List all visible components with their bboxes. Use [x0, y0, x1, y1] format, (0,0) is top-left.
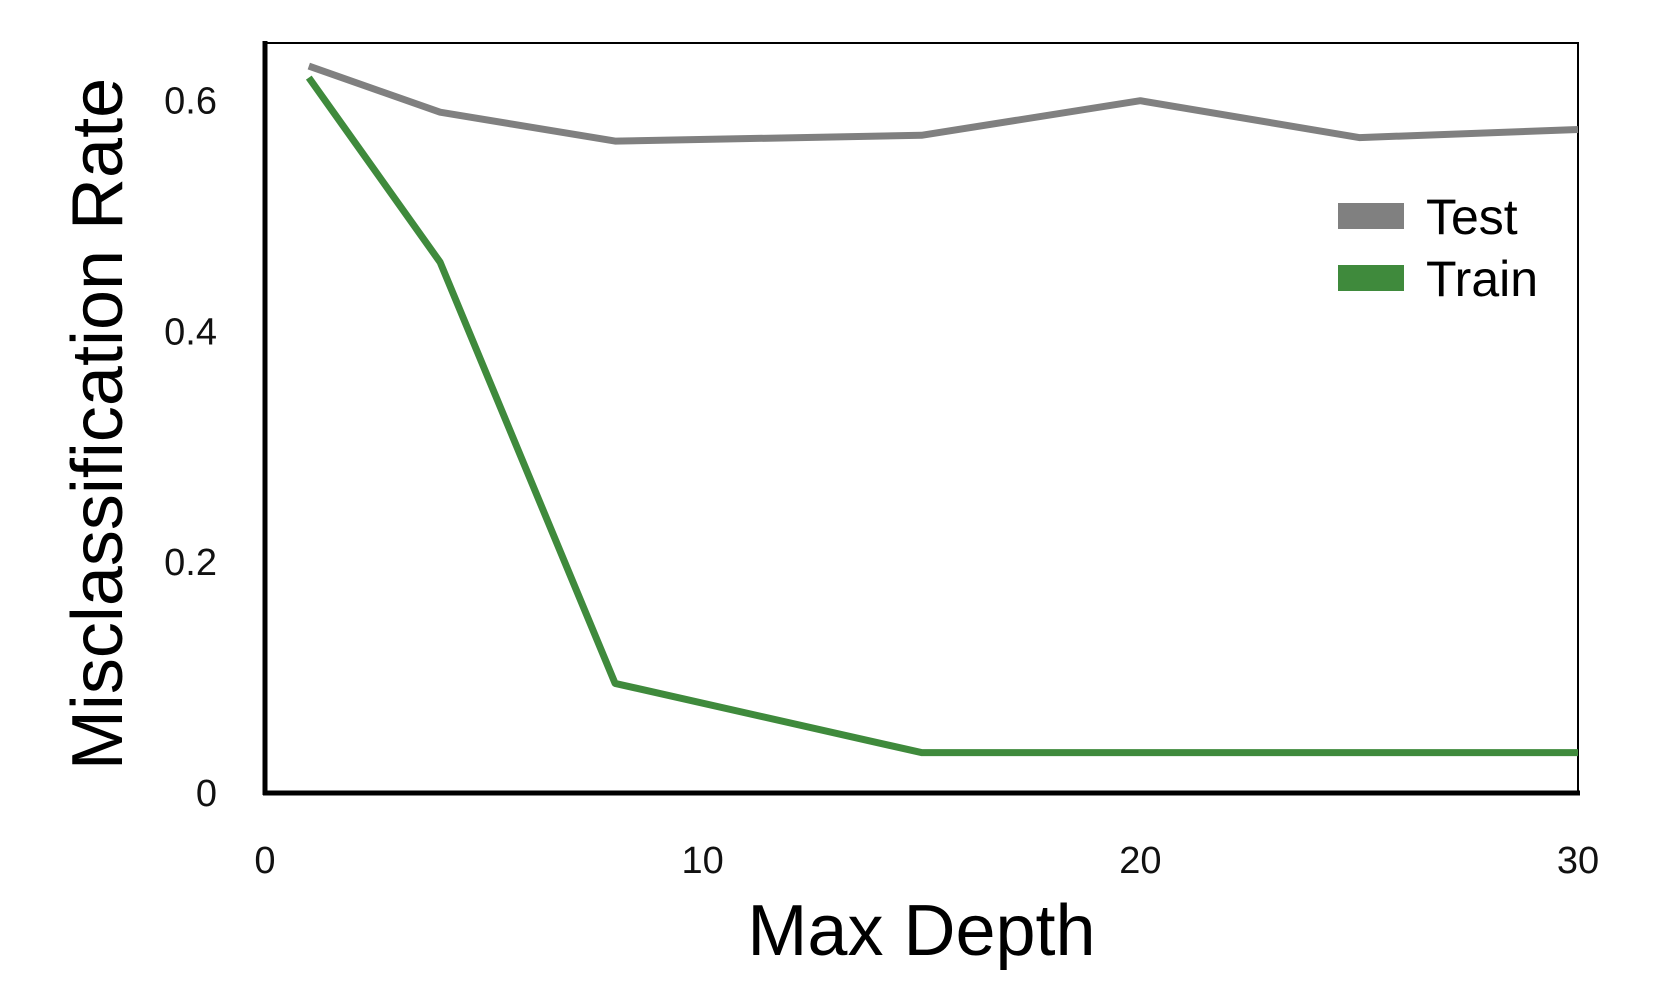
legend-label-test: Test [1426, 189, 1518, 245]
x-axis-title: Max Depth [747, 891, 1095, 971]
x-tick-label: 30 [1557, 840, 1599, 882]
x-tick-label: 0 [254, 840, 275, 882]
plot-border [264, 42, 1579, 794]
legend-swatch-train [1338, 265, 1404, 291]
series-layer [305, 62, 1579, 757]
y-axis-title: Misclassification Rate [58, 78, 138, 770]
series-line-test [307, 62, 1579, 145]
y-tick-label: 0.4 [164, 311, 217, 353]
y-tick-label: 0.6 [164, 81, 217, 123]
series-line-train [305, 75, 1578, 757]
legend-swatch-test [1338, 203, 1404, 229]
y-tick-label: 0 [196, 773, 217, 815]
x-tick-label: 10 [682, 840, 724, 882]
x-axis-tick-labels: 0 10 20 30 [254, 840, 1599, 882]
x-tick-label: 20 [1119, 840, 1161, 882]
y-axis-tick-labels: 0 0.2 0.4 0.6 [164, 81, 217, 815]
plot-frame [262, 41, 1580, 796]
legend-label-train: Train [1426, 251, 1538, 307]
legend: Test Train [1338, 189, 1538, 307]
y-tick-label: 0.2 [164, 542, 217, 584]
